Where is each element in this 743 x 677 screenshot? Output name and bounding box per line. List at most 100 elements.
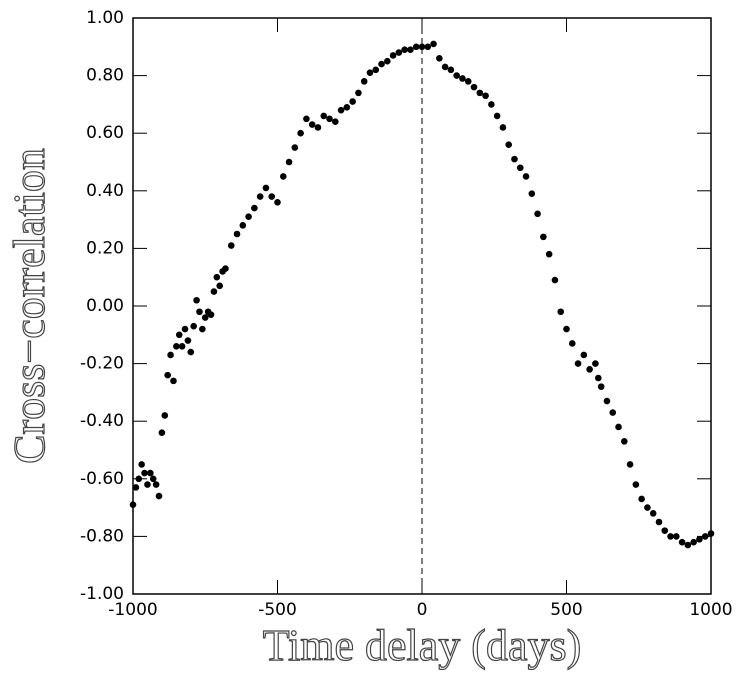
data-point bbox=[580, 351, 588, 359]
data-point bbox=[534, 210, 541, 218]
y-tick-label: 0.80 bbox=[86, 66, 124, 86]
data-point bbox=[378, 60, 385, 68]
data-point bbox=[563, 325, 570, 333]
data-point bbox=[511, 155, 518, 163]
y-tick-label: 0.00 bbox=[86, 296, 124, 316]
data-point bbox=[545, 250, 553, 258]
x-tick-label: 1000 bbox=[689, 600, 732, 620]
data-point bbox=[384, 57, 391, 65]
data-point bbox=[626, 461, 634, 468]
y-tick-label: 0.20 bbox=[86, 238, 124, 258]
data-point bbox=[152, 481, 160, 488]
data-point bbox=[493, 112, 501, 120]
data-point bbox=[407, 46, 414, 53]
data-point bbox=[138, 461, 145, 468]
data-point bbox=[326, 115, 333, 123]
data-point bbox=[401, 46, 408, 53]
data-point bbox=[690, 538, 697, 546]
data-point bbox=[187, 348, 195, 356]
data-point bbox=[210, 288, 218, 295]
data-point bbox=[360, 78, 368, 85]
x-tick-label: -500 bbox=[258, 600, 297, 620]
x-axis-label: Time delay (days) bbox=[263, 621, 582, 670]
data-point bbox=[453, 72, 460, 79]
data-point bbox=[592, 360, 599, 367]
data-point bbox=[372, 66, 380, 74]
data-point bbox=[170, 377, 177, 385]
plot-frame bbox=[132, 17, 712, 595]
data-point bbox=[557, 308, 565, 316]
data-point bbox=[135, 475, 143, 483]
data-point bbox=[141, 469, 148, 477]
data-point bbox=[149, 475, 157, 483]
data-point bbox=[621, 438, 628, 445]
data-point bbox=[262, 184, 270, 192]
data-point bbox=[667, 533, 674, 540]
data-point bbox=[707, 530, 715, 537]
data-point bbox=[213, 273, 221, 281]
data-point bbox=[649, 510, 657, 517]
data-point bbox=[308, 121, 316, 128]
data-point bbox=[233, 230, 241, 238]
data-point bbox=[661, 527, 669, 534]
data-point bbox=[464, 78, 472, 85]
data-point bbox=[199, 325, 206, 333]
data-point bbox=[190, 322, 197, 330]
data-point bbox=[314, 124, 322, 131]
x-tick-label: 500 bbox=[550, 600, 582, 620]
data-point bbox=[366, 69, 374, 77]
y-tick-label: 0.40 bbox=[86, 181, 124, 201]
data-point bbox=[355, 89, 362, 97]
data-point bbox=[175, 331, 183, 339]
x-tick-label: -1000 bbox=[108, 600, 157, 620]
data-point bbox=[201, 314, 209, 321]
data-point bbox=[696, 535, 703, 543]
data-point bbox=[684, 541, 692, 549]
data-point bbox=[436, 55, 443, 62]
data-point bbox=[343, 103, 351, 111]
data-point bbox=[395, 49, 403, 56]
data-point bbox=[644, 504, 651, 511]
data-point bbox=[216, 282, 223, 290]
data-point bbox=[245, 213, 252, 221]
data-point bbox=[193, 296, 200, 304]
data-point bbox=[447, 66, 455, 74]
data-point bbox=[540, 233, 547, 241]
y-tick-label: -1.00 bbox=[80, 584, 124, 604]
y-tick-label: -0.80 bbox=[80, 526, 124, 546]
data-point bbox=[488, 101, 495, 108]
data-point bbox=[207, 311, 215, 318]
data-point bbox=[673, 533, 680, 540]
x-tick-label: 0 bbox=[417, 600, 428, 620]
y-axis-label: Cross−correlation bbox=[5, 148, 54, 464]
data-point bbox=[418, 43, 426, 51]
data-point bbox=[256, 193, 264, 200]
data-point bbox=[568, 340, 576, 347]
data-point bbox=[609, 409, 617, 416]
data-point bbox=[274, 199, 281, 206]
data-point bbox=[279, 173, 287, 180]
data-point bbox=[161, 412, 169, 419]
data-point bbox=[528, 190, 536, 197]
data-point bbox=[196, 308, 203, 316]
data-point bbox=[239, 222, 247, 229]
data-point bbox=[227, 242, 235, 249]
data-point bbox=[597, 383, 605, 390]
data-point bbox=[615, 423, 622, 431]
data-point bbox=[173, 343, 180, 350]
data-point bbox=[268, 193, 276, 200]
data-point bbox=[147, 469, 154, 477]
data-point bbox=[222, 265, 229, 272]
y-tick-label: -0.40 bbox=[80, 411, 124, 431]
data-point bbox=[251, 204, 258, 212]
data-point bbox=[297, 129, 304, 137]
data-point bbox=[586, 366, 593, 373]
data-point bbox=[320, 112, 328, 120]
data-point bbox=[594, 374, 602, 382]
data-point bbox=[412, 43, 420, 51]
data-point bbox=[158, 429, 166, 437]
data-point bbox=[155, 492, 163, 500]
data-point bbox=[291, 144, 299, 151]
data-point bbox=[424, 43, 432, 51]
